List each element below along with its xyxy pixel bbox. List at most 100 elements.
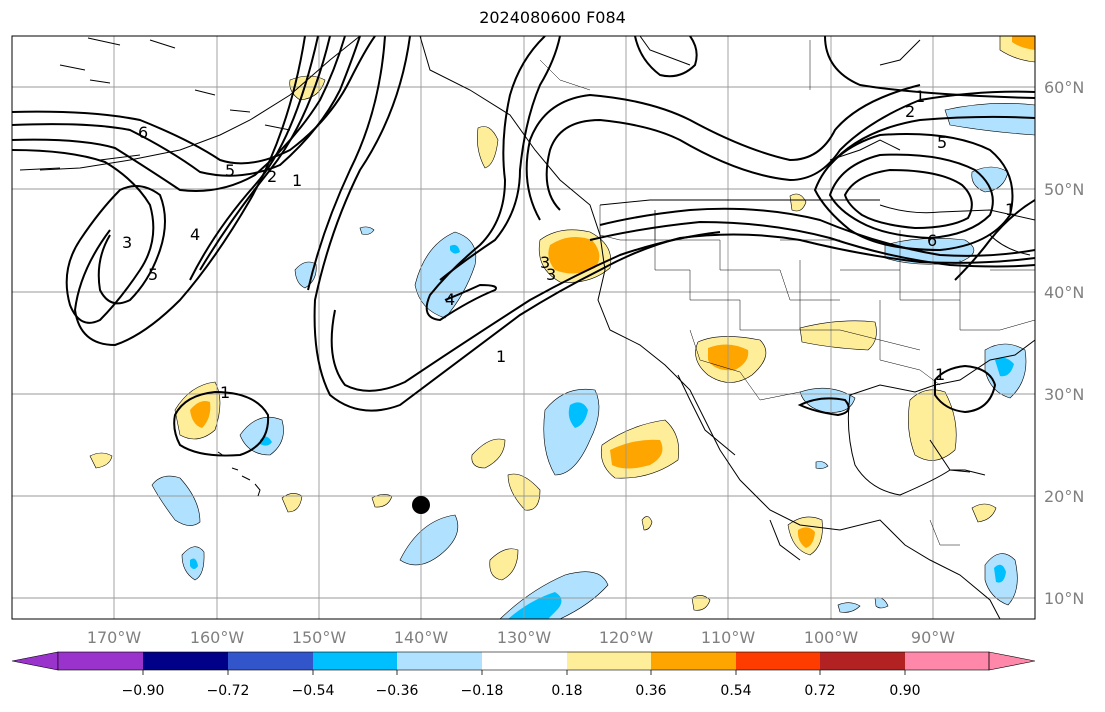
contour-label: 5 xyxy=(225,161,235,180)
contour-line xyxy=(330,231,721,392)
contour-label: 5 xyxy=(148,265,158,284)
contour-line xyxy=(439,36,561,281)
shade-patch-neg-core xyxy=(450,244,460,254)
colorbar-tick-label: 0.18 xyxy=(551,683,582,699)
shade-patch-pos xyxy=(489,548,519,581)
contour-label: 1 xyxy=(496,347,506,366)
lat-label: 30°N xyxy=(1044,385,1084,404)
shade-patch-neg xyxy=(815,461,829,469)
shade-patch-pos-core xyxy=(1012,36,1035,50)
colorbar-swatch xyxy=(651,652,736,670)
shade-patch-pos xyxy=(89,452,113,469)
lon-label: 110°W xyxy=(701,628,756,647)
contour-label: 3 xyxy=(540,253,550,272)
contour-label-group: 1 2 5 6 2 1 5 4 3 5 3 4 1 1 3 1 1 6 xyxy=(122,87,1015,402)
shade-patch-neg xyxy=(151,475,201,526)
graticule xyxy=(12,36,1035,619)
lat-label: 20°N xyxy=(1044,487,1084,506)
shade-patch-neg-core xyxy=(568,402,588,428)
shade-patch-neg xyxy=(944,103,1035,136)
shade-patch-neg xyxy=(837,602,861,613)
political-borders xyxy=(539,40,1035,546)
contour-line xyxy=(12,36,376,165)
contour-label: 4 xyxy=(190,225,200,244)
colorbar-extend-low xyxy=(11,651,59,671)
shade-patch-pos xyxy=(641,516,653,531)
shade-patch-neg xyxy=(399,514,459,566)
shade-patch-neg-core xyxy=(995,357,1014,377)
contour-line xyxy=(634,36,698,78)
lon-label: 150°W xyxy=(292,628,347,647)
shade-patch-pos xyxy=(477,126,499,169)
shade-patch-pos-core xyxy=(190,401,211,428)
contour-line xyxy=(189,36,319,281)
lon-label: 130°W xyxy=(497,628,552,647)
longitude-labels: 170°W 160°W 150°W 140°W 130°W 120°W 110°… xyxy=(87,628,955,647)
contour-label: 3 xyxy=(546,265,556,284)
colorbar-tick-label: 0.72 xyxy=(804,683,835,699)
shade-patch-pos xyxy=(799,320,877,351)
colorbar-tick-label: 0.36 xyxy=(635,683,666,699)
contour-label: 1 xyxy=(1005,200,1015,219)
map-title: 2024080600 F084 xyxy=(479,8,626,27)
colorbar-swatch xyxy=(313,652,397,670)
colorbar-swatch xyxy=(567,652,651,670)
colorbar-swatch xyxy=(397,652,482,670)
contour-line xyxy=(599,207,1035,257)
contour-label: 6 xyxy=(138,123,148,142)
contour-label: 4 xyxy=(445,290,455,309)
colorbar-tick-label: 0.90 xyxy=(889,683,920,699)
shade-patch-neg xyxy=(971,166,1009,193)
contour-line xyxy=(313,36,1035,412)
lon-label: 170°W xyxy=(87,628,142,647)
colorbar-tick-label: −0.90 xyxy=(122,683,165,699)
latitude-labels: 60°N 50°N 40°N 30°N 20°N 10°N xyxy=(1044,78,1084,608)
colorbar-swatch xyxy=(482,652,567,670)
shade-patch-pos-core xyxy=(548,236,600,274)
lat-label: 40°N xyxy=(1044,283,1084,302)
shade-patch-pos-core xyxy=(797,527,815,548)
contour-label: 3 xyxy=(122,233,132,252)
contour-line xyxy=(589,220,1035,268)
shade-patch-neg-core xyxy=(508,592,562,619)
shade-patch-pos-core xyxy=(610,439,663,469)
lon-label: 140°W xyxy=(394,628,449,647)
colorbar-swatch xyxy=(143,652,228,670)
lat-label: 10°N xyxy=(1044,589,1084,608)
contour-line xyxy=(525,84,921,221)
shade-patch-pos xyxy=(971,503,997,523)
colorbar-swatch xyxy=(58,652,143,670)
lat-label: 60°N xyxy=(1044,78,1084,97)
shade-patch-neg-core xyxy=(994,564,1006,583)
map-area: 1 2 5 6 2 1 5 4 3 5 3 4 1 1 3 1 1 6 xyxy=(12,36,1035,619)
contour-line xyxy=(797,397,850,417)
contour-label: 1 xyxy=(292,171,302,190)
shade-patch-neg xyxy=(359,226,375,235)
shading-layer xyxy=(89,36,1035,619)
colorbar-tick-label: −0.72 xyxy=(207,683,250,699)
shade-patch-pos xyxy=(789,193,807,212)
colorbar-extend-high xyxy=(988,651,1036,671)
colorbar-tick-label: 0.54 xyxy=(720,683,751,699)
colorbar-swatch xyxy=(820,652,905,670)
colorbar-tick-label: −0.36 xyxy=(376,683,419,699)
contour-line xyxy=(307,36,386,291)
contour-line xyxy=(829,115,1035,166)
shade-patch-pos xyxy=(691,595,711,611)
location-marker xyxy=(412,496,430,514)
contour-line xyxy=(425,36,546,322)
colorbar-tick-label: −0.54 xyxy=(292,683,335,699)
contour-line xyxy=(843,168,973,230)
contour-label: 1 xyxy=(915,87,925,106)
colorbar-tick-label: −0.18 xyxy=(461,683,504,699)
contour-label: 2 xyxy=(905,102,915,121)
contour-line xyxy=(12,36,361,177)
contour-line xyxy=(934,364,997,414)
contour-label: 1 xyxy=(220,383,230,402)
colorbar-swatch xyxy=(736,652,820,670)
shade-patch-pos xyxy=(908,389,957,461)
contour-line xyxy=(12,36,346,192)
shade-patch-neg-core xyxy=(190,558,198,569)
lat-label: 50°N xyxy=(1044,180,1084,199)
